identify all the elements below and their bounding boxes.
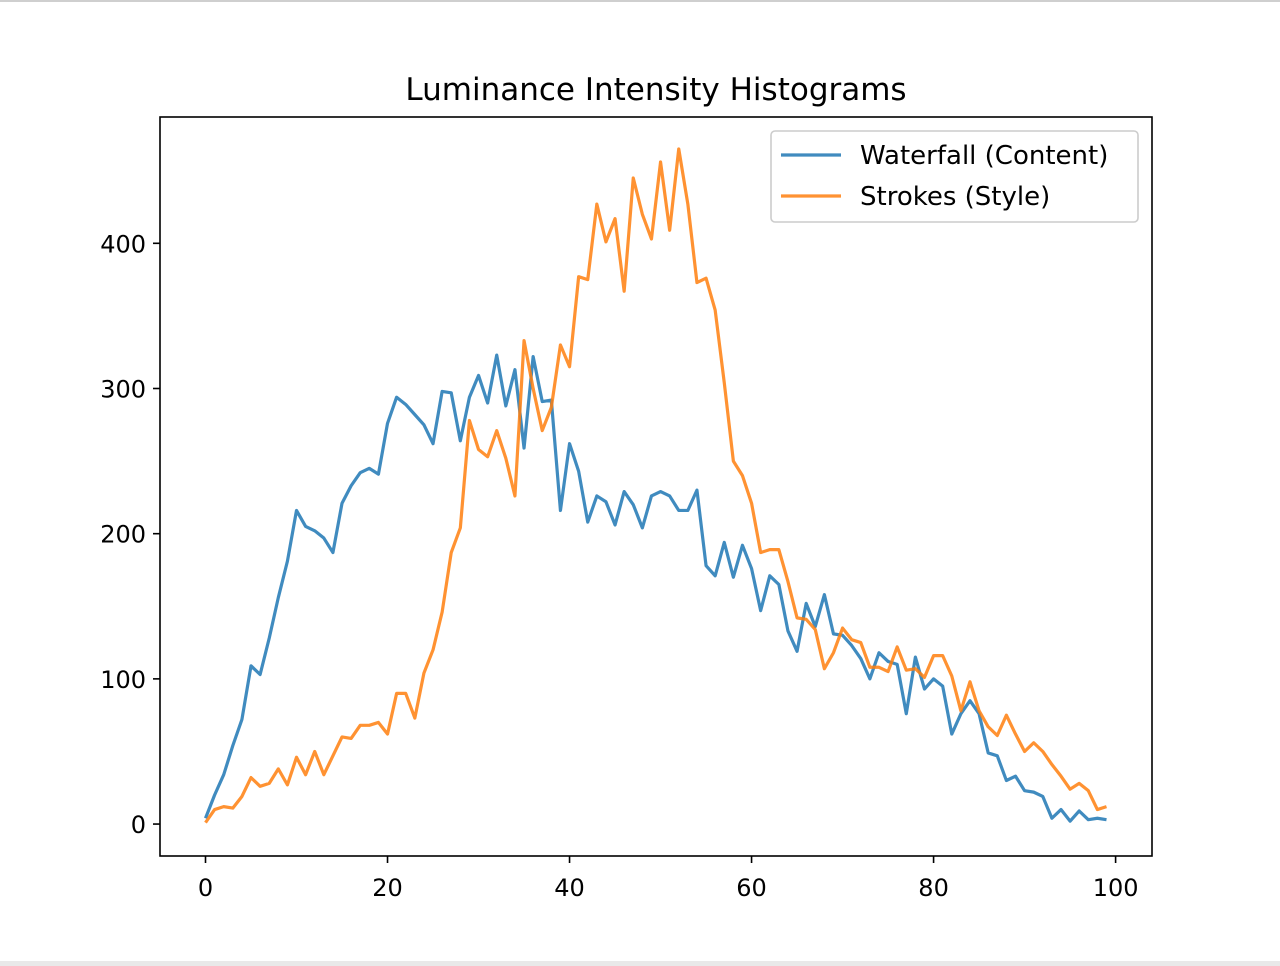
x-tick-label-0: 0 (198, 874, 213, 902)
y-tick-label-1: 100 (100, 666, 146, 694)
y-tick-label-0: 0 (131, 811, 146, 839)
x-axis-ticks: 0 20 40 60 80 100 (198, 856, 1139, 902)
axes-frame (159, 116, 1153, 857)
legend-box (770, 130, 1139, 223)
series-line-1 (204, 147, 1107, 824)
x-tick-label-5: 100 (1093, 874, 1139, 902)
legend-label-waterfall: Waterfall (Content) (860, 141, 1108, 171)
y-tick-label-4: 400 (100, 230, 146, 258)
x-tick-label-2: 40 (554, 874, 585, 902)
legend: Waterfall (Content) Strokes (Style) (770, 130, 1139, 223)
legend-label-strokes: Strokes (Style) (860, 182, 1050, 212)
x-tick-label-1: 20 (372, 874, 403, 902)
series-layer (204, 147, 1107, 824)
y-tick-label-2: 200 (100, 521, 146, 549)
x-tick-label-3: 60 (736, 874, 767, 902)
bottom-band (0, 961, 1280, 966)
x-tick-label-4: 80 (918, 874, 949, 902)
series-line-0 (204, 353, 1107, 823)
top-rule (0, 0, 1280, 2)
chart-title: Luminance Intensity Histograms (405, 72, 906, 108)
y-tick-label-3: 300 (100, 375, 146, 403)
y-axis-ticks: 0 100 200 300 400 (100, 230, 160, 839)
